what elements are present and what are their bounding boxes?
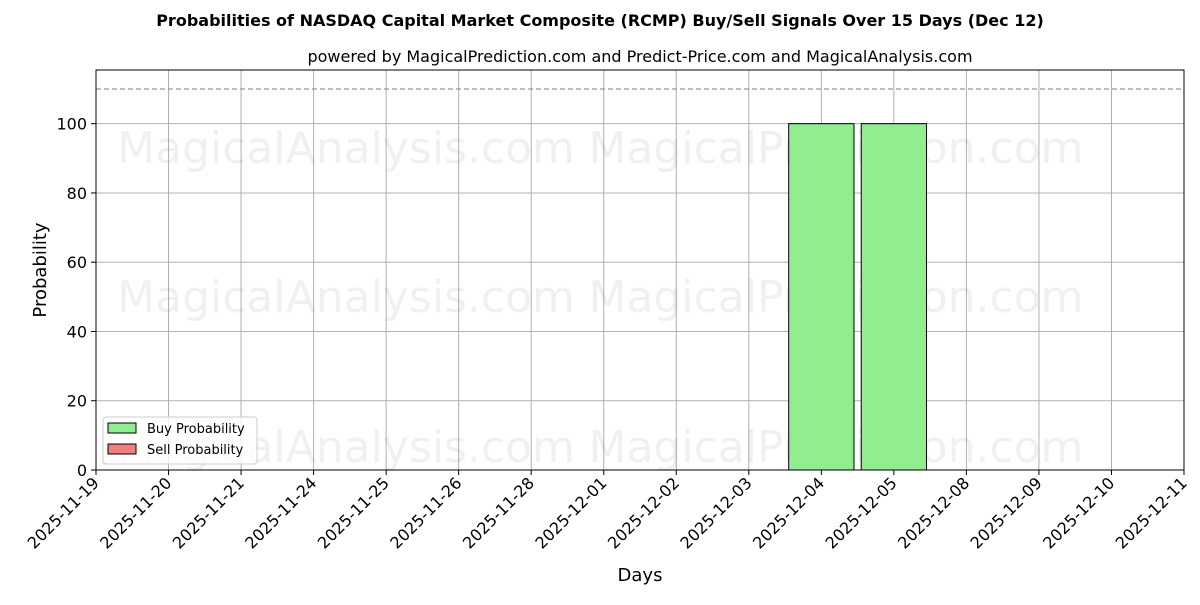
x-tick-label: 2025-12-01 <box>531 473 610 552</box>
y-tick-label: 100 <box>56 115 87 134</box>
x-tick-label: 2025-12-05 <box>822 473 901 552</box>
x-tick-label: 2025-12-10 <box>1039 473 1118 552</box>
watermark-text: MagicalAnalysis.com <box>117 123 575 174</box>
legend-label: Sell Probability <box>147 443 244 458</box>
legend-swatch <box>107 422 137 434</box>
x-tick-label: 2025-11-26 <box>386 473 465 552</box>
x-axis: 2025-11-192025-11-202025-11-212025-11-24… <box>24 470 1191 553</box>
bar-buy-probability <box>860 123 928 471</box>
bars <box>788 123 928 471</box>
watermarks: MagicalAnalysis.comMagicalPrediction.com… <box>117 123 1083 473</box>
watermark-text: MagicalAnalysis.com <box>117 272 575 323</box>
x-tick-label: 2025-11-25 <box>314 473 393 552</box>
y-tick-label: 40 <box>67 322 87 341</box>
y-axis-label: Probability <box>30 222 51 317</box>
y-tick-label: 60 <box>67 253 87 272</box>
x-tick-label: 2025-12-09 <box>967 473 1046 552</box>
chart-title: Probabilities of NASDAQ Capital Market C… <box>156 11 1044 30</box>
bar-buy-probability <box>788 123 855 471</box>
y-tick-label: 80 <box>67 184 87 203</box>
x-tick-label: 2025-12-11 <box>1112 473 1191 552</box>
x-tick-label: 2025-11-28 <box>459 473 538 552</box>
x-axis-label: Days <box>618 565 663 586</box>
x-tick-label: 2025-12-08 <box>894 473 973 552</box>
legend-swatch <box>107 443 137 455</box>
x-tick-label: 2025-12-04 <box>749 473 828 552</box>
x-tick-label: 2025-11-19 <box>24 473 103 552</box>
y-tick-label: 20 <box>67 392 87 411</box>
x-tick-label: 2025-11-24 <box>241 473 320 552</box>
legend: Buy Probability Sell Probability <box>102 416 258 465</box>
y-tick-label: 0 <box>77 461 87 480</box>
x-tick-label: 2025-12-03 <box>676 473 755 552</box>
legend-box <box>102 416 258 465</box>
plot-frame <box>95 69 1185 471</box>
y-axis: 0 20 40 60 80 100 <box>56 115 96 480</box>
x-tick-label: 2025-11-20 <box>96 473 175 552</box>
x-tick-label: 2025-11-21 <box>169 473 248 552</box>
chart-subtitle: powered by MagicalPrediction.com and Pre… <box>307 47 972 66</box>
legend-label: Buy Probability <box>147 422 245 437</box>
x-tick-label: 2025-12-02 <box>604 473 683 552</box>
